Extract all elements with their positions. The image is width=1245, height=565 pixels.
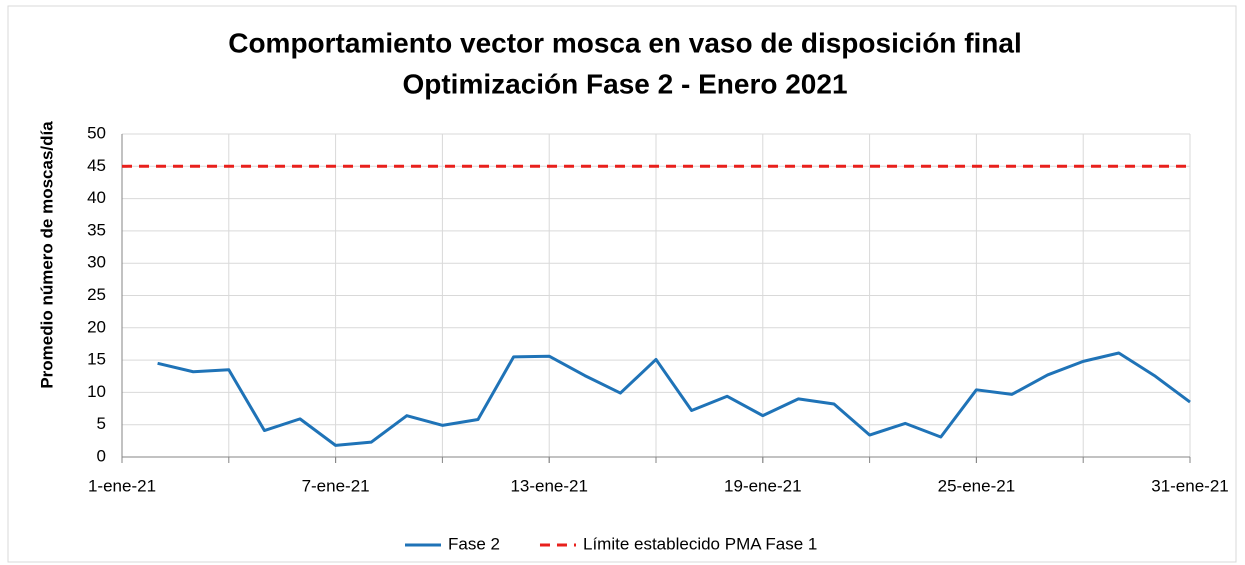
- chart-title: Optimización Fase 2 - Enero 2021: [402, 68, 847, 99]
- y-tick-label: 50: [87, 123, 106, 142]
- x-tick-label: 7-ene-21: [302, 476, 370, 495]
- x-tick-label: 31-ene-21: [1151, 476, 1229, 495]
- y-tick-label: 10: [87, 382, 106, 401]
- y-tick-label: 45: [87, 156, 106, 175]
- y-tick-label: 20: [87, 317, 106, 336]
- legend-label: Fase 2: [448, 534, 500, 553]
- y-tick-label: 40: [87, 188, 106, 207]
- x-tick-label: 19-ene-21: [724, 476, 802, 495]
- chart-title: Comportamiento vector mosca en vaso de d…: [228, 27, 1022, 58]
- y-tick-label: 15: [87, 350, 106, 369]
- y-tick-label: 35: [87, 220, 106, 239]
- y-tick-label: 0: [97, 446, 106, 465]
- series-line: [157, 351, 1191, 447]
- y-tick-label: 25: [87, 285, 106, 304]
- y-axis-label: Promedio número de moscas/día: [37, 121, 56, 389]
- legend-label: Límite establecido PMA Fase 1: [583, 534, 817, 553]
- y-tick-label: 5: [97, 414, 106, 433]
- x-tick-label: 1-ene-21: [88, 476, 156, 495]
- x-tick-label: 13-ene-21: [510, 476, 588, 495]
- x-tick-label: 25-ene-21: [938, 476, 1016, 495]
- chart-border: [7, 5, 1237, 563]
- y-tick-label: 30: [87, 253, 106, 272]
